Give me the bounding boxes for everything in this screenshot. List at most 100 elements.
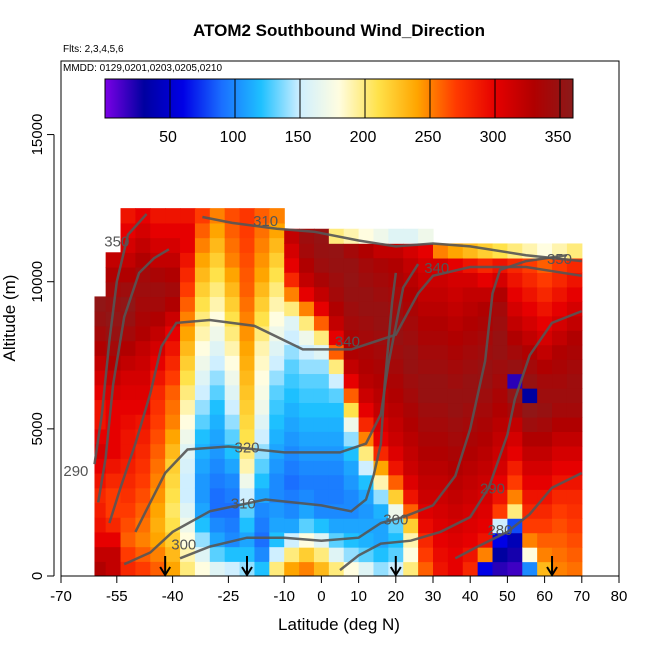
heatmap-cell: [239, 237, 256, 253]
heatmap-cell: [209, 355, 226, 371]
heatmap-cell: [299, 286, 315, 302]
heatmap-cell: [165, 267, 181, 283]
heatmap-cell: [224, 414, 241, 430]
heatmap-cell: [403, 315, 419, 331]
heatmap-cell: [165, 546, 181, 562]
heatmap-cell: [135, 296, 151, 312]
heatmap-cell: [343, 518, 360, 534]
heatmap-cell: [254, 296, 270, 312]
heatmap-cell: [239, 370, 256, 386]
heatmap-cell: [507, 286, 523, 302]
heatmap-cell: [433, 474, 449, 490]
heatmap-cell: [224, 325, 241, 342]
heatmap-cell: [343, 474, 360, 490]
heatmap-cell: [194, 517, 211, 533]
heatmap-cell: [552, 518, 568, 534]
heatmap-cell: [566, 532, 583, 548]
contour-label: 280: [487, 522, 512, 539]
contour-label: 340: [424, 260, 449, 277]
heatmap-cell: [433, 330, 449, 346]
contour-line: [454, 471, 583, 560]
heatmap-cell: [269, 370, 285, 386]
heatmap-cell: [313, 373, 330, 389]
heatmap-cell: [224, 222, 241, 239]
heatmap-cell: [418, 460, 434, 476]
heatmap-cell: [462, 373, 479, 389]
heatmap-cell: [492, 286, 508, 302]
dates-subtitle: MMDD: 0129,0201,0203,0205,0210: [63, 63, 222, 74]
heatmap-cell: [224, 252, 241, 268]
heatmap-cell: [269, 458, 285, 474]
heatmap-cell: [150, 561, 166, 576]
y-axis: 0 5000 10000 15000: [29, 114, 55, 580]
heatmap-cell: [150, 517, 166, 533]
x-tick-label: 20: [387, 588, 404, 605]
heatmap-cell: [418, 228, 434, 244]
heatmap-cell: [343, 402, 360, 418]
x-axis-label: Latitude (deg N): [278, 615, 400, 634]
heatmap-cell: [537, 532, 553, 548]
heatmap-cell: [209, 325, 226, 342]
heatmap-cell: [209, 458, 226, 474]
heatmap-cell: [224, 517, 241, 533]
heatmap-cell: [522, 561, 538, 576]
heatmap-cell: [194, 561, 211, 576]
contour-line: [108, 265, 582, 524]
heatmap-cell: [150, 325, 166, 342]
heatmap-cell: [447, 402, 464, 418]
heatmap-cell: [105, 546, 122, 562]
heatmap-cell: [537, 474, 553, 490]
heatmap-cell: [165, 355, 181, 371]
heatmap-cell: [358, 272, 375, 288]
heatmap-cell: [150, 311, 166, 327]
heatmap-cell: [358, 561, 375, 576]
heatmap-cell: [328, 286, 345, 302]
heatmap-cell: [284, 358, 300, 375]
heatmap-cell: [507, 301, 523, 317]
heatmap-cell: [194, 531, 211, 548]
heatmap-cell: [313, 561, 330, 576]
heatmap-cell: [105, 428, 122, 445]
heatmap-cell: [105, 252, 122, 268]
heatmap-cell: [284, 532, 300, 548]
heatmap-cell: [552, 257, 568, 273]
heatmap-cell: [194, 428, 211, 445]
heatmap-cell: [566, 518, 583, 534]
x-tick-label: 0: [317, 588, 325, 605]
heatmap-cell: [433, 532, 449, 548]
colorbar-tick-label: 250: [415, 129, 442, 146]
heatmap-cell: [299, 460, 315, 476]
heatmap-cell: [194, 370, 211, 386]
heatmap-cell: [313, 315, 330, 331]
heatmap-cell: [120, 340, 136, 356]
heatmap-cell: [120, 267, 136, 283]
heatmap-cell: [552, 402, 568, 418]
heatmap-cell: [373, 387, 389, 403]
heatmap-cell: [462, 474, 479, 490]
heatmap-cell: [284, 518, 300, 534]
heatmap-cell: [537, 301, 553, 317]
heatmap-cell: [224, 370, 241, 386]
heatmap-cell: [135, 370, 151, 386]
heatmap-cell: [165, 561, 181, 576]
contour-line: [123, 272, 398, 566]
heatmap-cell: [507, 532, 523, 548]
heatmap-cell: [447, 416, 464, 433]
heatmap-cell: [537, 272, 553, 288]
heatmap-cell: [328, 243, 345, 259]
heatmap-cell: [522, 286, 538, 302]
heatmap-cell: [328, 330, 345, 346]
contour-line: [134, 263, 420, 533]
heatmap-cell: [150, 428, 166, 445]
heatmap-cell: [537, 431, 553, 447]
heatmap-cell: [537, 561, 553, 576]
heatmap-cell: [299, 330, 315, 346]
heatmap-cell: [313, 344, 330, 360]
heatmap-cell: [566, 344, 583, 360]
heatmap-cell: [239, 208, 256, 224]
heatmap-cell: [388, 416, 404, 432]
heatmap-cell: [180, 281, 196, 298]
heatmap-cell: [552, 373, 568, 389]
heatmap-cell: [418, 402, 434, 418]
heatmap-cell: [552, 330, 568, 346]
